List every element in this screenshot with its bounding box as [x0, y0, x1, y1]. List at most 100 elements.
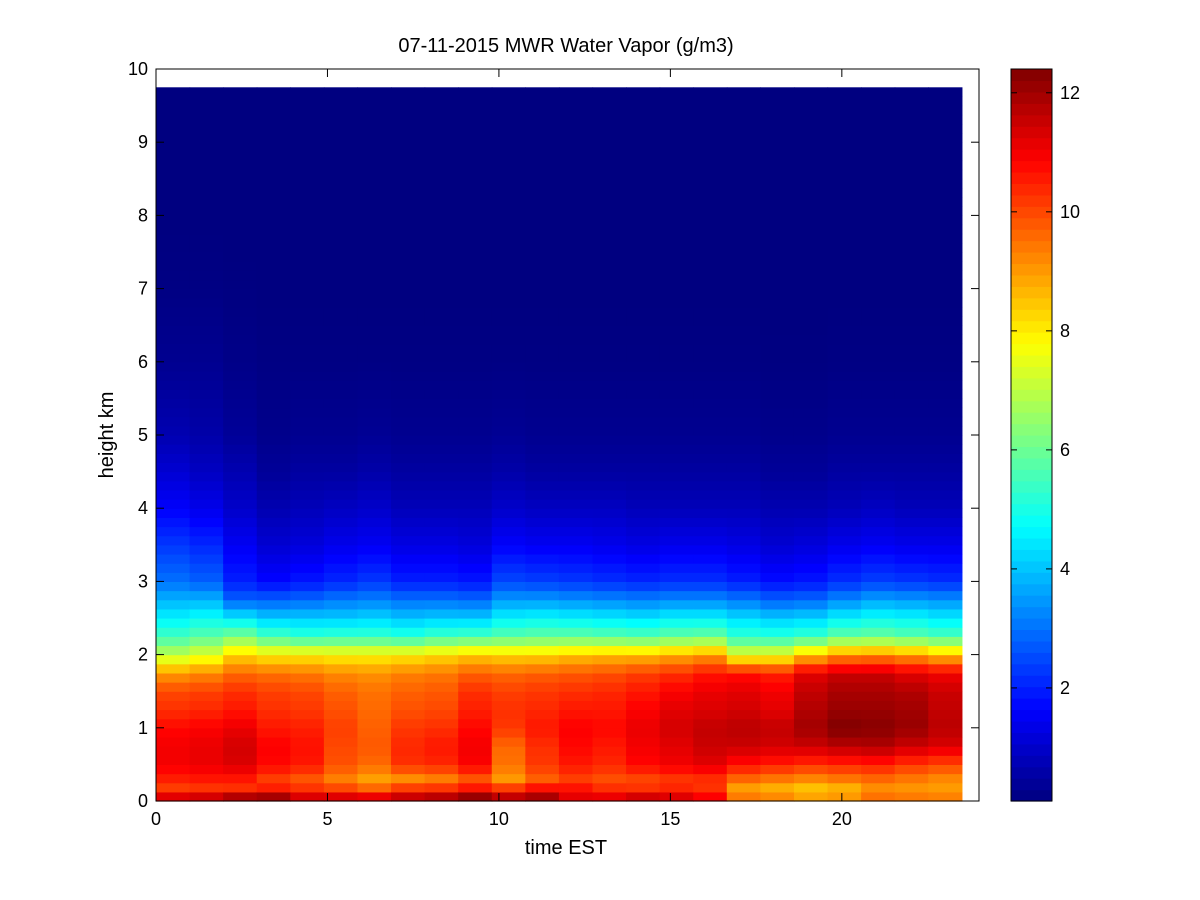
heatmap-cell: [223, 499, 258, 509]
heatmap-cell: [793, 87, 829, 98]
heatmap-cell: [693, 114, 728, 125]
heatmap-cell: [156, 599, 191, 610]
heatmap-cell: [323, 499, 359, 509]
heatmap-cell: [928, 572, 963, 582]
heatmap-cell: [156, 672, 191, 683]
heatmap-cell: [626, 435, 661, 445]
heatmap-cell: [659, 224, 694, 235]
heatmap-cell: [558, 133, 594, 143]
colorbar-band: [1011, 194, 1052, 207]
heatmap-cell: [558, 636, 594, 647]
heatmap-cell: [156, 517, 191, 528]
heatmap-cell: [558, 187, 594, 198]
heatmap-cell: [189, 645, 224, 656]
heatmap-cell: [256, 563, 291, 573]
heatmap-cell: [491, 462, 526, 473]
heatmap-cell: [424, 151, 459, 162]
heatmap-cell: [323, 618, 359, 628]
heatmap-cell: [592, 526, 627, 537]
heatmap-cell: [156, 352, 191, 363]
heatmap-cell: [827, 133, 862, 143]
heatmap-cell: [726, 773, 761, 784]
heatmap-cell: [156, 636, 191, 647]
heatmap-cell: [760, 489, 795, 500]
heatmap-cell: [659, 736, 694, 747]
heatmap-cell: [760, 197, 795, 207]
heatmap-cell: [323, 416, 359, 427]
heatmap-cell: [323, 672, 359, 683]
heatmap-cell: [793, 306, 829, 317]
heatmap-cell: [290, 736, 325, 747]
heatmap-cell: [223, 489, 258, 500]
colorbar-band: [1011, 252, 1052, 265]
heatmap-cell: [861, 599, 896, 610]
heatmap-cell: [592, 654, 627, 665]
heatmap-cell: [693, 435, 728, 445]
heatmap-cell: [693, 352, 728, 363]
heatmap-cell: [726, 544, 761, 555]
heatmap-cell: [189, 453, 224, 464]
heatmap-cell: [928, 700, 963, 711]
heatmap-cell: [323, 297, 359, 308]
heatmap-cell: [726, 398, 761, 409]
heatmap-cell: [223, 471, 258, 482]
heatmap-cell: [290, 627, 325, 637]
heatmap-cell: [726, 389, 761, 399]
heatmap-cell: [726, 380, 761, 390]
heatmap-cell: [357, 736, 392, 747]
heatmap-cell: [659, 462, 694, 473]
heatmap-cell: [357, 700, 392, 711]
heatmap-cell: [458, 435, 493, 445]
heatmap-cell: [592, 773, 627, 784]
heatmap-cell: [626, 709, 661, 720]
heatmap-cell: [323, 306, 359, 317]
heatmap-cell: [256, 736, 291, 747]
heatmap-cell: [793, 142, 829, 152]
heatmap-cell: [760, 627, 795, 637]
heatmap-cell: [928, 114, 963, 125]
heatmap-cell: [760, 462, 795, 473]
heatmap-cell: [256, 187, 291, 198]
heatmap-cell: [189, 535, 224, 546]
heatmap-cell: [760, 444, 795, 454]
heatmap-cell: [391, 398, 426, 409]
heatmap-cell: [156, 279, 191, 290]
colorbar-band: [1011, 423, 1052, 436]
heatmap-cell: [223, 563, 258, 573]
heatmap-cells: [156, 87, 963, 802]
heatmap-cell: [626, 764, 661, 775]
heatmap-cell: [323, 535, 359, 546]
heatmap-cell: [156, 233, 191, 244]
heatmap-cell: [391, 499, 426, 509]
heatmap-cell: [827, 352, 862, 363]
heatmap-cell: [793, 645, 829, 656]
heatmap-cell: [626, 608, 661, 619]
heatmap-cell: [290, 700, 325, 711]
heatmap-cell: [894, 782, 929, 793]
heatmap-cell: [894, 114, 929, 125]
heatmap-cell: [391, 782, 426, 793]
heatmap-cell: [861, 142, 896, 152]
heatmap-cell: [458, 380, 493, 390]
heatmap-cell: [491, 645, 526, 656]
heatmap-cell: [558, 261, 594, 271]
heatmap-cell: [357, 489, 392, 500]
heatmap-cell: [894, 700, 929, 711]
heatmap-cell: [256, 261, 291, 271]
heatmap-cell: [357, 773, 392, 784]
heatmap-cell: [693, 215, 728, 226]
heatmap-cell: [458, 645, 493, 656]
heatmap-cell: [189, 380, 224, 390]
heatmap-cell: [861, 215, 896, 226]
heatmap-cell: [458, 590, 493, 601]
heatmap-cell: [256, 599, 291, 610]
heatmap-cell: [458, 773, 493, 784]
heatmap-cell: [290, 270, 325, 281]
heatmap-cell: [726, 114, 761, 125]
heatmap-cell: [592, 316, 627, 326]
heatmap-cell: [827, 755, 862, 765]
heatmap-cell: [424, 453, 459, 464]
heatmap-cell: [323, 581, 359, 592]
heatmap-cell: [391, 618, 426, 628]
heatmap-cell: [693, 416, 728, 427]
